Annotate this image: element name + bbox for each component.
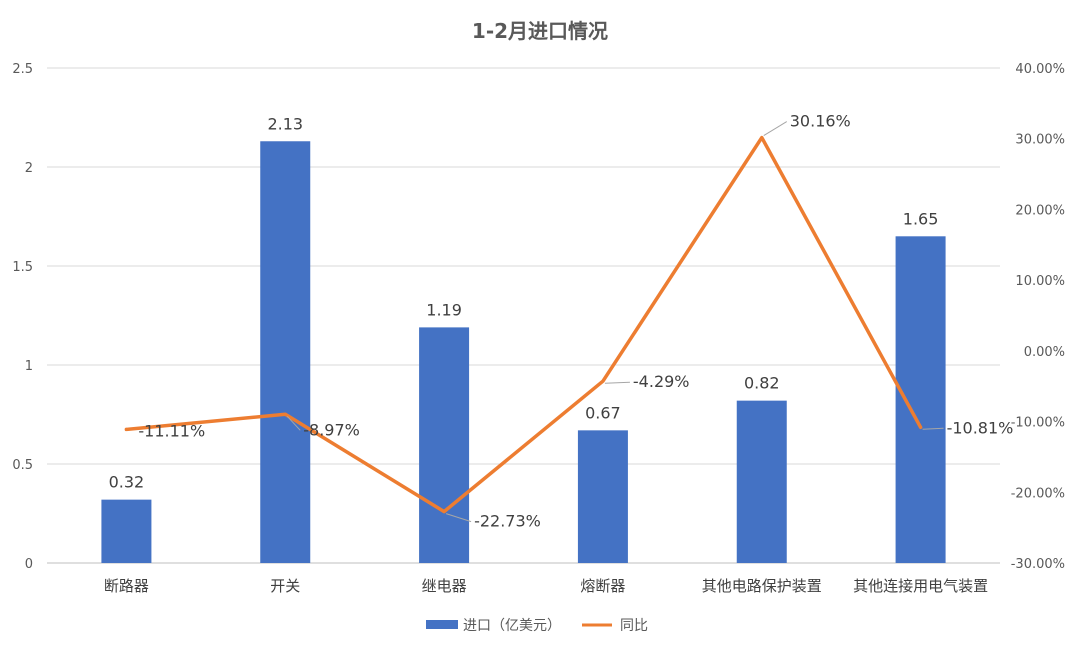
left-tick-label: 0 — [25, 557, 33, 572]
bar — [260, 141, 311, 563]
line-path — [124, 135, 923, 514]
left-tick-label: 1 — [25, 359, 33, 374]
line-value-label: -4.29% — [633, 372, 690, 391]
right-tick-label: -10.00% — [1011, 416, 1065, 431]
label-leader-line — [445, 513, 472, 523]
category-label: 熔断器 — [580, 577, 625, 595]
bar-value-label: 0.82 — [744, 374, 780, 393]
right-tick-label: 0.00% — [1024, 345, 1065, 360]
bar-series — [101, 141, 946, 564]
label-leader-line — [763, 121, 788, 137]
line-data-labels: -11.11% -8.97% -22.73% -4.29% 30.16% -10.81% — [138, 112, 1013, 531]
bar-data-labels: 0.32 2.13 1.19 0.67 0.82 1.65 — [109, 114, 939, 491]
line-value-label: -22.73% — [474, 512, 541, 531]
bar — [577, 430, 628, 563]
right-tick-label: 40.00% — [1015, 62, 1065, 77]
bar-value-label: 2.13 — [267, 114, 303, 133]
bar — [736, 400, 787, 563]
line-value-label: -11.11% — [138, 421, 205, 440]
right-tick-label: -30.00% — [1011, 557, 1065, 572]
category-label: 其他电路保护装置 — [702, 577, 822, 595]
right-tick-label: 10.00% — [1015, 274, 1065, 289]
left-tick-label: 2.5 — [12, 62, 33, 77]
line-value-label: 30.16% — [790, 112, 851, 131]
right-tick-label: -20.00% — [1011, 486, 1065, 501]
gridlines — [47, 67, 1000, 564]
category-label: 其他连接用电气装置 — [853, 577, 988, 595]
label-leader-line — [922, 427, 944, 430]
right-axis-ticks: -30.00% -20.00% -10.00% 0.00% 10.00% 20.00% 30… — [1011, 62, 1065, 572]
line-value-label: -10.81% — [947, 418, 1014, 437]
bar — [101, 499, 152, 563]
category-label: 继电器 — [422, 577, 467, 595]
label-leader-line — [604, 381, 630, 384]
bar — [419, 327, 470, 563]
left-tick-label: 0.5 — [12, 458, 33, 473]
chart-title: 1-2月进口情况 — [472, 19, 608, 43]
legend-label-bar: 进口（亿美元） — [463, 618, 561, 634]
legend: 进口（亿美元） 同比 — [426, 618, 648, 634]
line-value-label: -8.97% — [303, 420, 360, 439]
legend-label-line: 同比 — [620, 618, 648, 634]
right-tick-label: 30.00% — [1015, 133, 1065, 148]
category-label: 开关 — [270, 577, 300, 595]
bar-value-label: 0.32 — [109, 473, 145, 492]
left-tick-label: 1.5 — [12, 260, 33, 275]
category-labels: 断路器 开关 继电器 熔断器 其他电路保护装置 其他连接用电气装置 — [104, 577, 988, 595]
left-axis-ticks: 0 0.5 1 1.5 2 2.5 — [12, 62, 33, 572]
left-tick-label: 2 — [25, 161, 33, 176]
label-leader-line — [286, 415, 301, 431]
right-tick-label: 20.00% — [1015, 203, 1065, 218]
legend-swatch-bar — [426, 620, 458, 629]
bar-value-label: 0.67 — [585, 403, 621, 422]
bar-value-label: 1.19 — [426, 300, 462, 319]
bar — [895, 236, 946, 564]
line-series — [124, 135, 923, 514]
category-label: 断路器 — [104, 577, 149, 595]
bar-value-label: 1.65 — [903, 209, 939, 228]
